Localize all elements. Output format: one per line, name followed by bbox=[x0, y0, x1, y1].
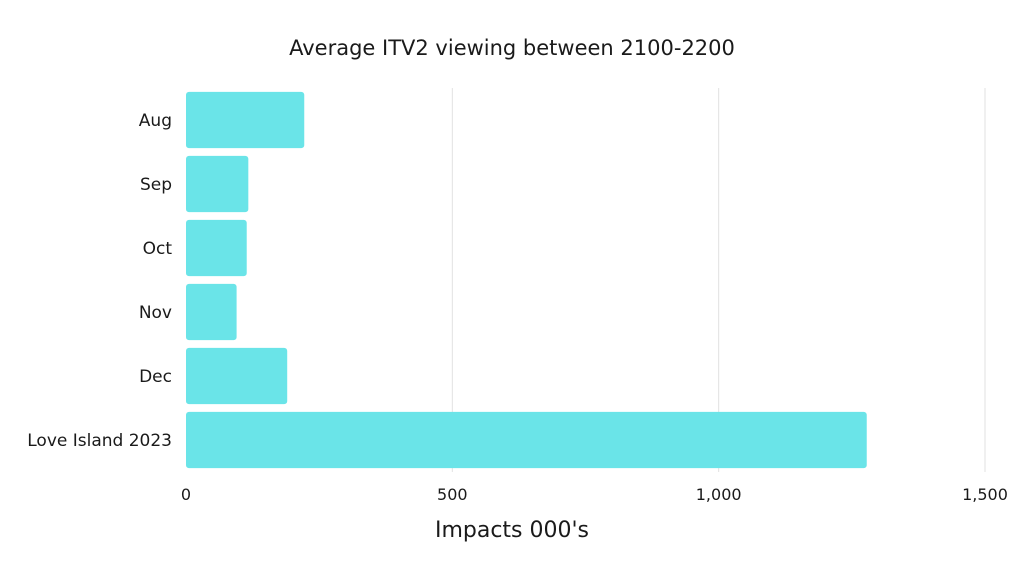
bar bbox=[186, 219, 247, 277]
category-label: Oct bbox=[143, 239, 173, 259]
bar bbox=[186, 91, 305, 149]
x-axis-label: Impacts 000's bbox=[434, 518, 590, 543]
category-label: Dec bbox=[139, 367, 172, 387]
x-tick-labels: 0 500 1,000 1,500 bbox=[181, 485, 1008, 504]
gridlines bbox=[451, 88, 986, 472]
bar bbox=[186, 155, 249, 213]
category-label: Love Island 2023 bbox=[27, 431, 172, 451]
x-tick-label: 500 bbox=[437, 485, 468, 504]
x-tick-label: 1,000 bbox=[696, 485, 742, 504]
bar bbox=[186, 347, 288, 405]
bar bbox=[186, 411, 867, 469]
bars bbox=[186, 91, 867, 469]
category-label: Aug bbox=[139, 111, 172, 131]
x-tick-label: 1,500 bbox=[962, 485, 1008, 504]
category-labels: Aug Sep Oct Nov Dec Love Island 2023 bbox=[27, 111, 172, 451]
x-tick-label: 0 bbox=[181, 485, 191, 504]
category-label: Nov bbox=[139, 303, 172, 323]
bar bbox=[186, 283, 237, 341]
chart-title: Average ITV2 viewing between 2100-2200 bbox=[289, 36, 735, 60]
category-label: Sep bbox=[140, 175, 172, 195]
